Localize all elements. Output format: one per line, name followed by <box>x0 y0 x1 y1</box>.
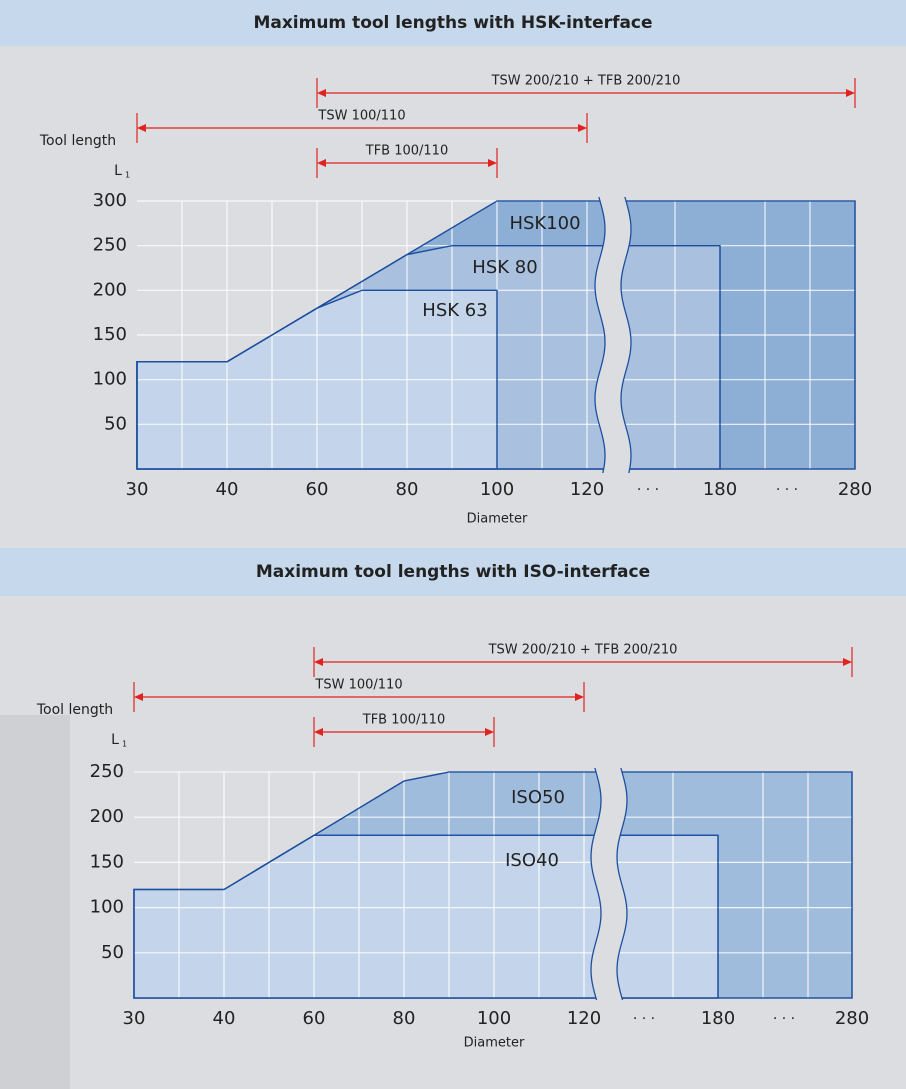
series-label: ISO50 <box>511 787 565 808</box>
y-tick-label: 100 <box>93 369 127 390</box>
x-axis-label: Diameter <box>464 1036 525 1051</box>
axis-break-edge <box>616 767 628 1001</box>
y-axis-label-sub: 1 <box>125 171 130 180</box>
x-tick-label: 180 <box>701 1008 735 1029</box>
chart-title: Maximum tool lengths with HSK-interface <box>253 13 652 33</box>
axis-break-edge <box>620 196 632 474</box>
x-tick-label: 30 <box>126 479 149 500</box>
x-tick-label: 180 <box>703 479 737 500</box>
range-label: TFB 100/110 <box>362 713 445 728</box>
arrow-head <box>134 693 143 701</box>
y-tick-label: 250 <box>90 761 124 782</box>
x-tick-label: 100 <box>480 479 514 500</box>
y-axis-label-sub: 1 <box>122 740 127 749</box>
series-label: HSK 80 <box>472 257 537 278</box>
arrow-head <box>314 658 323 666</box>
range-label: TFB 100/110 <box>365 144 448 159</box>
chart-title: Maximum tool lengths with ISO-interface <box>256 562 650 582</box>
axis-break-label: · · · <box>773 1011 795 1027</box>
x-tick-label: 100 <box>477 1008 511 1029</box>
y-tick-label: 150 <box>93 324 127 345</box>
y-axis-label: Tool length <box>39 133 116 149</box>
y-tick-label: 200 <box>90 806 124 827</box>
range-label: TSW 100/110 <box>317 109 405 124</box>
x-tick-label: 40 <box>216 479 239 500</box>
axis-break <box>591 768 627 1000</box>
y-tick-label: 250 <box>93 235 127 256</box>
side-shade <box>0 715 70 1089</box>
x-tick-label: 120 <box>570 479 604 500</box>
arrow-head <box>314 728 323 736</box>
y-tick-label: 50 <box>101 942 124 963</box>
x-tick-label: 120 <box>567 1008 601 1029</box>
range-label: TSW 200/210 + TFB 200/210 <box>491 74 681 89</box>
arrow-head <box>485 728 494 736</box>
x-tick-label: 80 <box>396 479 419 500</box>
x-axis-label: Diameter <box>467 512 528 527</box>
range-label: TSW 200/210 + TFB 200/210 <box>488 643 678 658</box>
arrow-head <box>578 124 587 132</box>
area-outline <box>133 834 719 999</box>
y-tick-label: 300 <box>93 190 127 211</box>
x-tick-label: 280 <box>838 479 872 500</box>
axis-break-label: · · · <box>776 482 798 498</box>
x-tick-label: 40 <box>213 1008 236 1029</box>
arrow-head <box>137 124 146 132</box>
y-tick-label: 50 <box>104 413 127 434</box>
axis-break <box>595 197 631 473</box>
range-label: TSW 100/110 <box>314 678 402 693</box>
arrow-head <box>575 693 584 701</box>
axis-break-edge <box>590 767 602 1001</box>
y-axis-label: L <box>114 163 122 179</box>
x-tick-label: 60 <box>306 479 329 500</box>
series-label: HSK 63 <box>422 300 487 321</box>
axis-break-label: · · · <box>633 1011 655 1027</box>
y-tick-label: 100 <box>90 897 124 918</box>
area-outline <box>136 289 498 470</box>
x-tick-label: 60 <box>303 1008 326 1029</box>
arrow-head <box>317 159 326 167</box>
axis-break-edge <box>594 196 606 474</box>
y-axis-label: Tool length <box>36 702 113 718</box>
y-axis-label: L <box>111 732 119 748</box>
arrow-head <box>488 159 497 167</box>
arrow-head <box>317 89 326 97</box>
axis-break-label: · · · <box>637 482 659 498</box>
arrow-head <box>846 89 855 97</box>
arrow-head <box>843 658 852 666</box>
y-tick-label: 150 <box>90 851 124 872</box>
x-tick-label: 30 <box>123 1008 146 1029</box>
series-label: ISO40 <box>505 850 559 871</box>
x-tick-label: 280 <box>835 1008 869 1029</box>
title-bar <box>0 548 906 596</box>
title-bar <box>0 0 906 46</box>
x-tick-label: 80 <box>393 1008 416 1029</box>
series-label: HSK100 <box>509 213 580 234</box>
y-tick-label: 200 <box>93 279 127 300</box>
